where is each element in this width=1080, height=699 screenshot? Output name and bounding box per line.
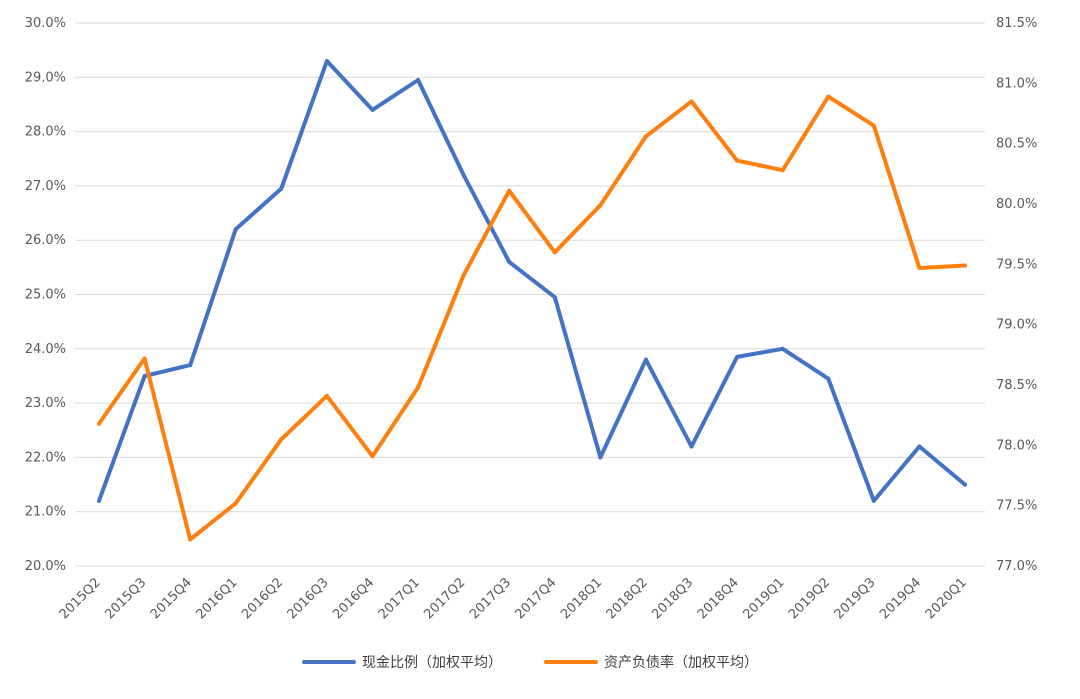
data-point bbox=[643, 134, 648, 139]
x-axis-tick-label: 2016Q2 bbox=[239, 575, 286, 622]
data-point bbox=[780, 168, 785, 173]
data-point bbox=[598, 455, 603, 460]
x-axis-tick-label: 2019Q2 bbox=[786, 575, 833, 622]
gridlines bbox=[75, 22, 985, 567]
series-lines bbox=[97, 59, 967, 542]
data-point bbox=[735, 158, 740, 163]
data-point bbox=[188, 363, 193, 368]
x-axis-tick-label: 2017Q2 bbox=[421, 575, 468, 622]
x-axis-tick-label: 2019Q4 bbox=[877, 575, 924, 622]
x-axis-tick-label: 2019Q1 bbox=[740, 575, 787, 622]
data-point bbox=[552, 295, 557, 300]
x-axis-tick-label: 2018Q3 bbox=[649, 575, 696, 622]
data-point bbox=[780, 346, 785, 351]
x-axis-tick-label: 2015Q3 bbox=[102, 575, 149, 622]
left-axis-tick-label: 25.0% bbox=[25, 288, 66, 303]
data-point bbox=[370, 107, 375, 112]
data-point bbox=[871, 498, 876, 503]
data-point bbox=[461, 173, 466, 178]
right-axis-tick-label: 78.5% bbox=[996, 378, 1037, 393]
right-axis-tick-label: 79.5% bbox=[996, 257, 1037, 272]
data-point bbox=[279, 186, 284, 191]
x-axis-tick-label: 2017Q1 bbox=[376, 575, 423, 622]
series-line-1 bbox=[97, 59, 967, 503]
series-line-2 bbox=[97, 94, 967, 542]
data-point bbox=[689, 444, 694, 449]
right-axis-tick-label: 81.5% bbox=[996, 16, 1037, 31]
right-axis-tick-label: 80.5% bbox=[996, 137, 1037, 152]
data-point bbox=[963, 482, 967, 487]
x-axis-ticks: 2015Q22015Q32015Q42016Q12016Q22016Q32016… bbox=[57, 575, 970, 622]
data-point bbox=[233, 501, 238, 506]
data-point bbox=[370, 454, 375, 459]
x-axis-tick-label: 2015Q2 bbox=[57, 575, 104, 622]
data-point bbox=[188, 537, 193, 542]
x-axis-tick-label: 2016Q4 bbox=[330, 575, 377, 622]
data-point bbox=[324, 59, 329, 64]
data-point bbox=[917, 265, 922, 270]
x-axis-tick-label: 2019Q3 bbox=[832, 575, 879, 622]
right-axis-tick-label: 79.0% bbox=[996, 318, 1037, 333]
data-point bbox=[552, 250, 557, 255]
x-axis-tick-label: 2018Q2 bbox=[604, 575, 651, 622]
left-axis-tick-label: 23.0% bbox=[25, 396, 66, 411]
left-axis-tick-label: 20.0% bbox=[25, 559, 66, 574]
left-axis-tick-label: 26.0% bbox=[25, 233, 66, 248]
right-axis-tick-label: 81.0% bbox=[996, 76, 1037, 91]
left-axis-tick-label: 28.0% bbox=[25, 125, 66, 140]
x-axis-tick-label: 2017Q4 bbox=[513, 575, 560, 622]
data-point bbox=[735, 354, 740, 359]
data-point bbox=[826, 376, 831, 381]
x-axis-tick-label: 2018Q1 bbox=[558, 575, 605, 622]
data-point bbox=[142, 356, 147, 361]
data-point bbox=[598, 203, 603, 208]
left-axis-tick-label: 24.0% bbox=[25, 342, 66, 357]
data-point bbox=[279, 437, 284, 442]
right-axis-tick-label: 78.0% bbox=[996, 438, 1037, 453]
data-point bbox=[507, 259, 512, 264]
x-axis-tick-label: 2020Q1 bbox=[923, 575, 970, 622]
data-point bbox=[507, 188, 512, 193]
data-point bbox=[871, 123, 876, 128]
data-point bbox=[963, 263, 967, 268]
legend: 现金比例（加权平均） 资产负债率（加权平均） bbox=[302, 654, 758, 671]
data-point bbox=[826, 94, 831, 99]
x-axis-tick-label: 2016Q3 bbox=[285, 575, 332, 622]
right-axis-tick-label: 77.0% bbox=[996, 559, 1037, 574]
data-point bbox=[917, 444, 922, 449]
data-point bbox=[233, 227, 238, 232]
x-axis-tick-label: 2018Q4 bbox=[695, 575, 742, 622]
left-axis-tick-label: 21.0% bbox=[25, 505, 66, 520]
right-axis-tick-label: 80.0% bbox=[996, 197, 1037, 212]
x-axis-tick-label: 2015Q4 bbox=[148, 575, 195, 622]
left-axis-tick-label: 27.0% bbox=[25, 179, 66, 194]
right-axis-tick-label: 77.5% bbox=[996, 499, 1037, 514]
left-axis-tick-label: 22.0% bbox=[25, 450, 66, 465]
data-point bbox=[142, 373, 147, 378]
x-axis-tick-label: 2017Q3 bbox=[467, 575, 514, 622]
left-axis-ticks: 20.0% 21.0% 22.0% 23.0% 24.0% 25.0% 26.0% 27.0%… bbox=[25, 16, 66, 574]
data-point bbox=[324, 393, 329, 398]
data-point bbox=[416, 385, 421, 390]
left-axis-tick-label: 29.0% bbox=[25, 70, 66, 85]
data-point bbox=[643, 357, 648, 362]
x-axis-tick-label: 2016Q1 bbox=[193, 575, 240, 622]
data-point bbox=[97, 498, 101, 503]
data-point bbox=[416, 78, 421, 83]
legend-label: 现金比例（加权平均） bbox=[362, 655, 502, 671]
data-point bbox=[97, 421, 101, 426]
data-point bbox=[689, 99, 694, 104]
right-axis-ticks: 77.0% 77.5% 78.0% 78.5% 79.0% 79.5% 80.0% 80.5%… bbox=[996, 16, 1037, 574]
left-axis-tick-label: 30.0% bbox=[25, 16, 66, 31]
data-point bbox=[461, 273, 466, 278]
legend-label: 资产负债率（加权平均） bbox=[604, 654, 758, 671]
